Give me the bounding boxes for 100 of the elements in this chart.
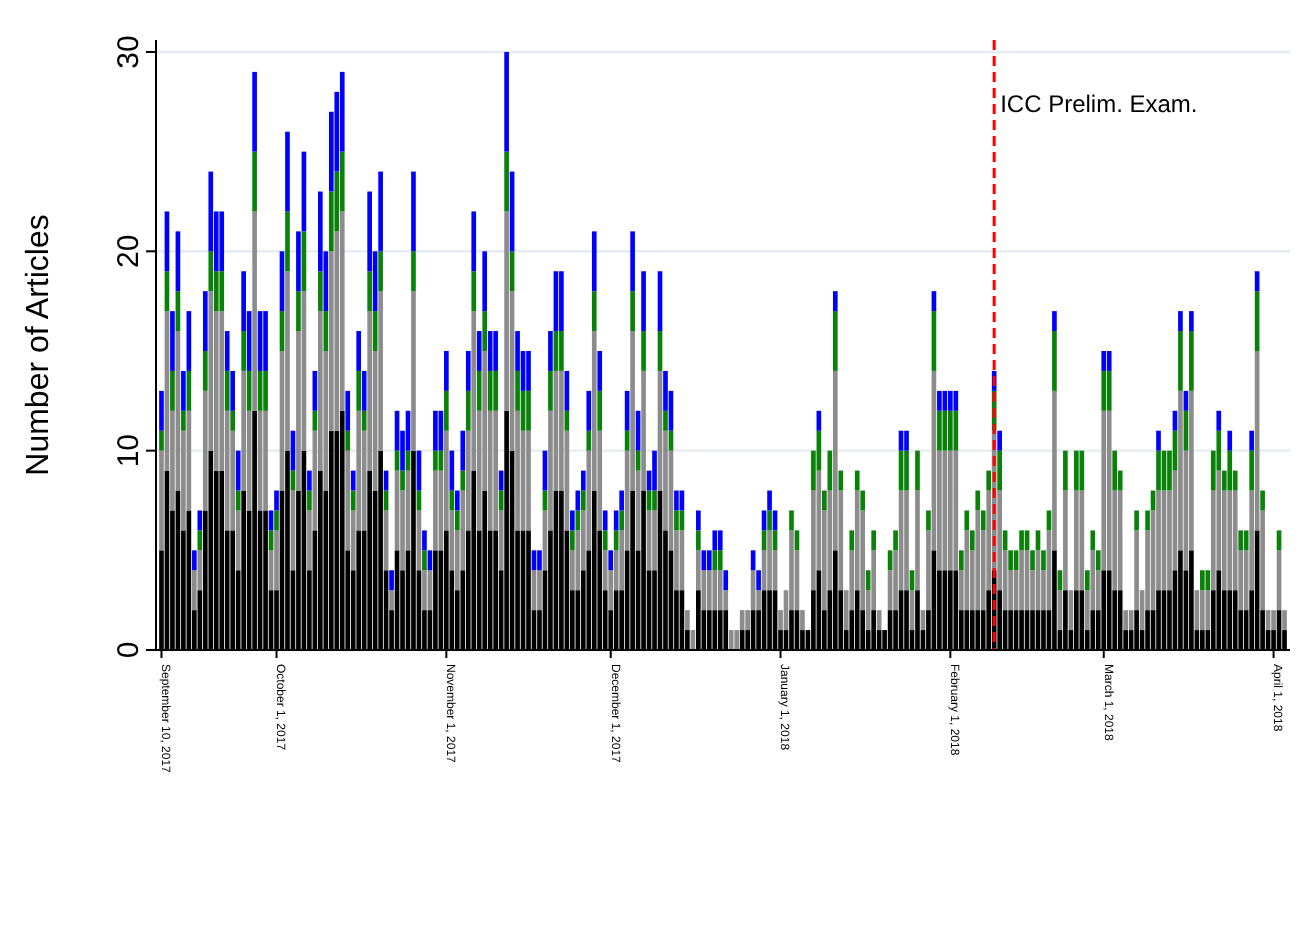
bar [356,370,362,411]
bar [389,590,394,611]
bar [361,370,367,411]
bar [493,331,498,371]
bar [800,610,805,631]
bar [181,410,186,431]
bar [537,570,542,611]
bar [570,510,575,531]
bar [1200,590,1205,631]
bar [854,470,860,491]
bar [433,410,438,451]
bar [1123,610,1128,631]
bar [487,331,493,371]
bar [767,490,772,511]
bar [915,490,920,591]
bar [526,430,531,531]
bar [1227,430,1233,451]
bar [597,350,603,391]
bar [224,370,230,411]
bar [1205,590,1211,631]
bar [1145,510,1150,531]
bar [263,311,268,371]
bar [1106,370,1112,411]
bar [1134,510,1139,531]
bar [789,510,794,531]
bar [964,530,970,611]
bar [1079,490,1085,591]
bar [712,550,718,571]
bar [482,251,488,312]
bar [1101,370,1107,411]
bar [202,350,208,391]
bar [997,450,1002,491]
bar [526,350,531,391]
bar [318,271,323,312]
bar [937,390,942,411]
bar [860,490,866,511]
bar [526,390,531,431]
bar [663,410,668,431]
bar [548,331,553,371]
bar [274,490,279,511]
bar [1090,530,1096,551]
bar [597,390,603,431]
ref-line-label: ICC Prelim. Exam. [1000,90,1198,118]
bar [476,331,482,371]
bar [712,530,718,551]
bar [756,570,761,591]
bar [1052,331,1057,391]
bar [958,550,964,571]
bar [1063,490,1068,591]
bar [422,530,427,551]
bar [1178,311,1183,332]
bar [170,370,175,411]
bar [580,490,586,511]
bar [482,311,488,351]
bar [717,570,723,611]
bar [444,390,449,431]
bar [230,370,236,411]
bar [202,291,208,351]
bar [953,390,959,411]
bar [285,131,290,212]
bar [367,271,372,312]
bar [345,390,351,431]
bar [871,530,876,551]
bar [197,530,203,551]
bar [953,450,959,571]
bar [652,450,657,491]
bar [652,510,657,571]
bar [1271,610,1276,631]
bar [460,430,466,471]
bar [411,291,416,451]
bar [350,490,356,511]
bar [1074,490,1079,591]
bar [1101,410,1107,571]
bar [389,570,394,591]
bar [570,530,575,551]
bar [493,370,498,411]
bar [454,490,460,511]
bar [619,510,624,531]
bar [378,251,383,292]
bar [706,570,712,611]
bar [1095,550,1101,571]
y-tick-label: 20 [112,234,146,268]
bar [1063,450,1068,491]
bar [1227,490,1233,591]
bar [263,410,268,511]
bar [159,430,164,451]
bar [1156,450,1161,491]
bar [1189,311,1194,332]
bar [613,530,619,551]
bar [580,470,586,491]
bar [487,370,493,411]
bar [159,390,164,431]
bar [1106,350,1112,371]
bar [350,470,356,491]
bar [323,311,329,351]
bar [904,430,909,451]
bar [400,470,405,491]
bar [378,171,383,252]
bar [728,630,734,650]
bar [411,251,416,292]
